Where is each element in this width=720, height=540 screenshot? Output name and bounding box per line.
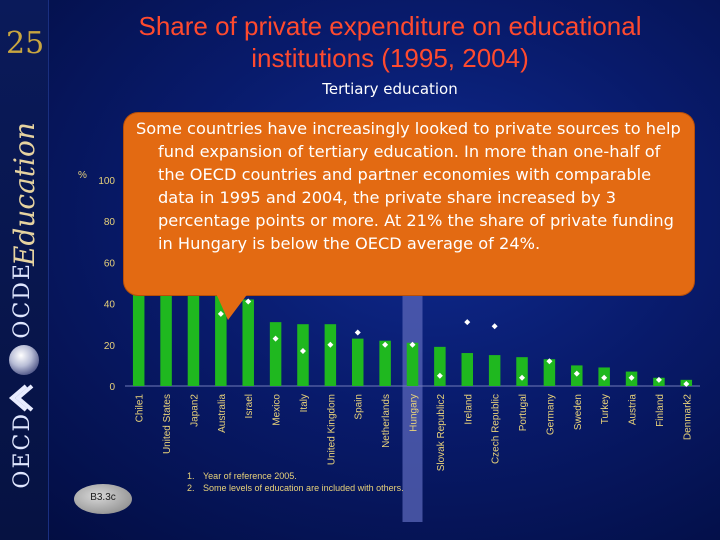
x-tick-label: Slovak Republic2 [436, 394, 447, 472]
x-tick-label: Czech Republic [491, 394, 502, 464]
y-tick-label: 40 [104, 300, 116, 311]
x-tick-label: Chile1 [135, 394, 146, 423]
x-tick-label: Japan2 [189, 394, 200, 427]
callout-box [124, 113, 694, 295]
bar-2004 [543, 359, 556, 386]
x-tick-label: Australia [217, 394, 228, 433]
footnote-1: 1. Year of reference 2005. [187, 470, 404, 482]
footnote-text: Year of reference 2005. [203, 471, 297, 481]
slide-title: Share of private expenditure on educatio… [138, 11, 642, 73]
reference-badge-shape [74, 484, 132, 514]
x-tick-label: Israel [244, 394, 255, 418]
marker-1995 [327, 341, 334, 348]
bar-2004 [160, 252, 172, 386]
x-tick-label: Sweden [573, 394, 584, 430]
bar-2004 [379, 340, 391, 386]
marker-1995 [601, 374, 608, 381]
x-tick-label: Ireland [463, 394, 474, 425]
marker-1995 [464, 319, 471, 326]
marker-1995 [546, 358, 553, 365]
marker-1995 [573, 370, 580, 377]
y-axis-label: % [78, 170, 87, 181]
x-tick-label: Finland [655, 394, 666, 427]
bar-2004 [351, 338, 364, 386]
bar-2004 [215, 278, 227, 386]
callout-pointer [210, 280, 258, 320]
x-tick-label: Hungary [409, 394, 420, 432]
y-tick-label: 60 [104, 258, 116, 269]
x-tick-label: Turkey [600, 394, 611, 424]
marker-1995 [272, 335, 279, 342]
marker-1995 [628, 374, 635, 381]
bar-2004 [406, 342, 419, 386]
bar-2004 [516, 357, 528, 386]
footnote-number: 2. [187, 483, 195, 493]
marker-1995 [436, 372, 443, 379]
marker-1995 [299, 347, 306, 354]
marker-1995 [683, 380, 690, 387]
x-tick-label: Italy [299, 394, 310, 412]
x-tick-label: Mexico [272, 394, 283, 426]
x-tick-label: Austria [628, 394, 639, 426]
slide-number: 25 [6, 26, 45, 61]
reference-badge-label: B3.3c [90, 492, 116, 503]
x-tick-label: United Kingdom [326, 394, 337, 465]
marker-1995 [354, 329, 361, 336]
x-tick-label: Portugal [518, 394, 529, 431]
y-tick-label: 20 [104, 341, 116, 352]
marker-1995 [382, 341, 389, 348]
callout-text: Some countries have increasingly looked … [136, 119, 681, 253]
bar-2004 [434, 346, 446, 386]
footnote-number: 1. [187, 471, 195, 481]
reference-badge[interactable]: B3.3c [74, 484, 132, 514]
bar-2004 [461, 353, 474, 386]
oecd-logo-icon [8, 345, 39, 412]
marker-1995 [519, 374, 526, 381]
footnotes: 1. Year of reference 2005. 2. Some levels o… [187, 470, 404, 494]
bar-2004 [132, 212, 145, 386]
y-tick-label: 0 [109, 382, 115, 393]
x-tick-label: Germany [545, 394, 556, 435]
bar-2004 [187, 264, 200, 386]
bar-2004 [269, 322, 282, 386]
x-tick-label: Spain [354, 394, 365, 420]
bar-2004 [297, 324, 309, 386]
x-tick-label: United States [162, 394, 173, 454]
marker-1995 [491, 323, 498, 330]
footnote-text: Some levels of education are included wi… [203, 483, 404, 493]
side-panel: 25 Education OCDE OECD [0, 0, 49, 540]
bar-2004 [242, 299, 254, 386]
y-tick-label: 80 [104, 217, 116, 228]
bar-2004 [324, 324, 337, 386]
chart-subtitle: Tertiary education [322, 80, 458, 98]
marker-1995 [409, 341, 416, 348]
y-tick-label: 100 [98, 176, 115, 187]
bar-2004 [488, 355, 501, 386]
x-tick-label: Denmark2 [682, 394, 693, 441]
footnote-2: 2. Some levels of education are included … [187, 482, 404, 494]
x-tick-label: Netherlands [381, 394, 392, 448]
marker-1995 [655, 376, 662, 383]
